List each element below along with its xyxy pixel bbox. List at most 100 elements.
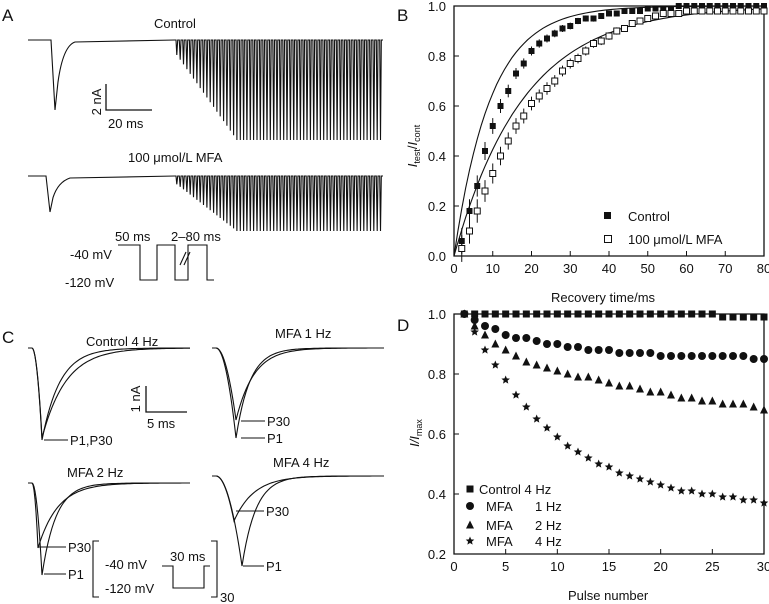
chart-d-point-mfa-2hz <box>708 396 717 405</box>
chart-b-x-tick-label: 0 <box>450 261 457 276</box>
chart-d-point-mfa-4hz <box>573 447 583 456</box>
chart-b-point-mfa <box>473 207 481 215</box>
chart-d-point-control-4hz <box>605 310 613 318</box>
protocol-a-test: -120 mV <box>65 275 114 290</box>
chart-d-point-mfa-1hz <box>481 322 489 330</box>
chart-b-point-control <box>761 3 767 9</box>
chart-b-x-tick-label: 40 <box>602 261 616 276</box>
chart-b-point-control <box>497 103 504 109</box>
chart-b-point-control <box>652 5 659 12</box>
chart-d-y-label-sub: max <box>414 419 424 437</box>
chart-b-points <box>458 3 768 262</box>
mfa-trace-prepulse <box>28 175 176 213</box>
protocol-c-hold: -40 mV <box>105 557 147 572</box>
chart-d-point-mfa-4hz <box>635 474 645 483</box>
chart-d-point-mfa-2hz <box>574 372 582 381</box>
chart-d-point-control-4hz <box>533 310 541 318</box>
chart-b-point-mfa <box>520 112 528 120</box>
p1-label-mfa4: P1 <box>266 559 282 574</box>
chart-b-x-tick-label: 20 <box>524 261 538 276</box>
legend-d-control-label: Control 4 Hz <box>479 482 551 497</box>
chart-d-point-mfa-4hz <box>542 423 552 432</box>
chart-b-point-mfa <box>675 10 683 17</box>
chart-d-y-label-main: I/I <box>407 436 422 447</box>
protocol-c-repeat: 30 <box>220 590 234 604</box>
chart-d-ticks: 0 5 10 15 20 25 30 0.2 0.4 0.6 0.8 1.0 <box>428 307 769 574</box>
chart-b-point-control <box>737 3 744 9</box>
chart-d-point-mfa-4hz <box>480 345 490 354</box>
chart-d-point-mfa-4hz <box>718 492 727 501</box>
chart-d-point-mfa-1hz <box>667 352 675 360</box>
chart-b-point-mfa <box>667 10 675 17</box>
chart-d-point-mfa-2hz <box>656 387 665 396</box>
chart-b-x-tick-label: 30 <box>563 261 577 276</box>
legend-d-marker-mfa-2hz <box>466 520 474 529</box>
chart-b-point-control <box>466 208 473 214</box>
chart-b-point-mfa <box>551 77 559 85</box>
chart-b-point-mfa <box>481 187 489 195</box>
chart-d-point-mfa-1hz <box>729 352 737 360</box>
chart-d-x-tick-label: 30 <box>757 559 769 574</box>
trace-control-4hz-p30 <box>28 347 190 439</box>
chart-d-point-control-4hz <box>739 313 747 321</box>
scale-bar-c-y-label: 1 nA <box>128 385 143 412</box>
chart-d-point-control-4hz <box>719 313 727 321</box>
chart-b-point-control <box>528 48 535 54</box>
chart-b-point-control <box>551 30 558 37</box>
protocol-c-bracket-left <box>92 540 99 598</box>
chart-d-point-mfa-4hz <box>511 390 521 399</box>
chart-b-point-mfa <box>729 7 737 15</box>
legend-d-mfa2-a: MFA <box>486 518 513 533</box>
chart-b-point-mfa <box>714 7 721 15</box>
protocol-c-30ms: 30 ms <box>170 549 206 564</box>
chart-d-point-mfa-4hz <box>532 414 541 423</box>
chart-b-point-control <box>598 13 605 19</box>
chart-d-point-mfa-4hz <box>491 360 500 369</box>
chart-d-point-mfa-2hz <box>729 399 737 408</box>
chart-b-point-control <box>660 5 667 12</box>
chart-b-y-label-sub2: cont <box>412 124 422 142</box>
legend-d-mfa1-a: MFA <box>486 499 513 514</box>
chart-d-point-mfa-1hz <box>698 352 706 360</box>
p30-label-mfa4: P30 <box>266 504 289 519</box>
chart-b-point-mfa <box>659 10 667 17</box>
chart-d-point-control-4hz <box>729 313 737 321</box>
chart-b-point-mfa <box>559 67 566 75</box>
panel-c-title-mfa-4hz: MFA 4 Hz <box>273 455 329 470</box>
chart-b-point-mfa <box>590 40 597 47</box>
chart-b-y-tick-label: 0.4 <box>428 149 446 164</box>
legend-b-control-marker <box>604 212 611 219</box>
voltage-protocol-c <box>162 565 210 589</box>
chart-d-point-control-4hz <box>760 313 768 321</box>
chart-d-point-mfa-4hz <box>687 486 696 495</box>
chart-d-point-mfa-2hz <box>491 339 500 348</box>
chart-b-point-control <box>675 3 682 9</box>
chart-d-point-mfa-1hz <box>749 355 758 363</box>
chart-d-point-control-4hz <box>491 310 499 318</box>
chart-d-point-mfa-1hz <box>605 346 613 354</box>
chart-d-point-control-4hz <box>667 310 675 318</box>
chart-b-point-mfa <box>636 17 644 25</box>
chart-d-point-control-4hz <box>522 310 530 318</box>
chart-b-point-control <box>644 5 651 12</box>
chart-b-point-mfa <box>605 32 613 40</box>
chart-b-x-tick-label: 80 <box>757 261 769 276</box>
chart-d-point-mfa-1hz <box>522 334 531 342</box>
control-trace-prepulse <box>28 39 176 111</box>
chart-b-point-mfa <box>721 7 729 15</box>
chart-b-point-control <box>505 88 512 94</box>
chart-d-point-mfa-4hz <box>625 471 634 480</box>
chart-d-x-tick-label: 15 <box>602 559 616 574</box>
chart-d-point-mfa-4hz <box>749 495 758 504</box>
chart-b-point-mfa <box>566 60 574 67</box>
protocol-c-test: -120 mV <box>105 581 154 596</box>
trace-mfa-4hz-p1 <box>212 475 384 567</box>
chart-b-point-mfa <box>644 15 652 22</box>
chart-b-point-mfa <box>504 137 512 145</box>
chart-d-point-mfa-4hz <box>697 489 707 498</box>
legend-d-marker-control-4hz <box>466 485 474 493</box>
chart-d-point-mfa-2hz <box>760 405 768 414</box>
panel-label-b: B <box>397 6 408 25</box>
chart-b-y-label-sub1: test <box>412 149 422 164</box>
